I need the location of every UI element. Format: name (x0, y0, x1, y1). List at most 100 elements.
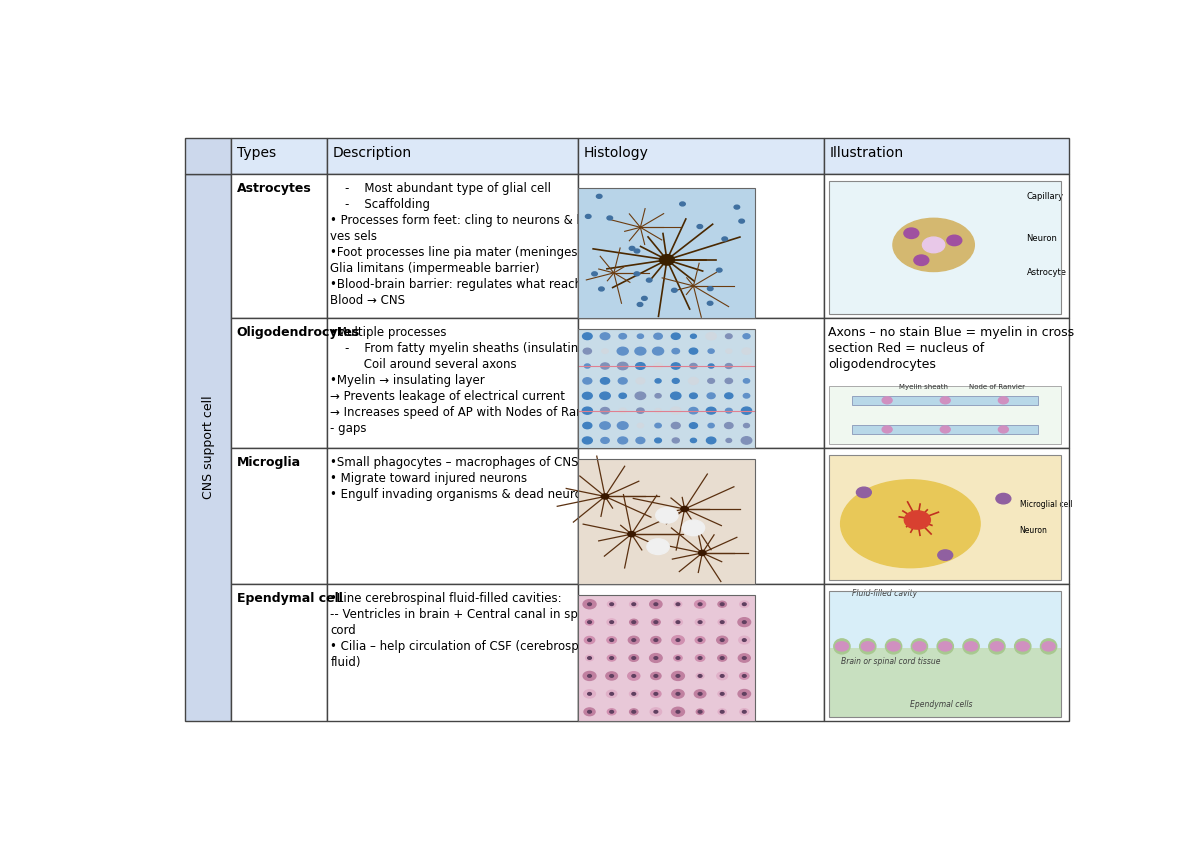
Ellipse shape (937, 639, 953, 654)
Circle shape (629, 655, 638, 661)
Bar (185, 174, 232, 721)
Circle shape (637, 408, 644, 413)
Circle shape (708, 364, 714, 368)
Text: Oligodendrocytes: Oligodendrocytes (236, 326, 360, 339)
Circle shape (672, 378, 679, 383)
Circle shape (739, 219, 744, 223)
Circle shape (596, 194, 602, 198)
Bar (578, 459, 755, 584)
Circle shape (630, 709, 638, 715)
Text: Neuron: Neuron (1020, 526, 1048, 534)
Circle shape (720, 621, 724, 623)
Circle shape (654, 363, 662, 369)
Circle shape (600, 333, 610, 339)
Circle shape (654, 621, 658, 623)
Circle shape (998, 397, 1008, 404)
Text: Axons – no stain Blue = myelin in cross
section Red = nucleus of
oligodendrocyte: Axons – no stain Blue = myelin in cross … (828, 326, 1074, 371)
Circle shape (743, 639, 746, 641)
Circle shape (636, 438, 644, 444)
Circle shape (996, 494, 1010, 504)
Circle shape (610, 603, 613, 605)
Circle shape (584, 708, 595, 716)
Circle shape (708, 287, 713, 291)
Circle shape (583, 672, 596, 680)
Bar (829, 386, 1062, 444)
Ellipse shape (859, 639, 876, 654)
Circle shape (607, 637, 617, 644)
Circle shape (725, 393, 733, 399)
Circle shape (619, 333, 626, 339)
Circle shape (718, 619, 726, 625)
Circle shape (607, 655, 616, 661)
Circle shape (655, 438, 661, 443)
Circle shape (610, 656, 613, 659)
Circle shape (1016, 642, 1030, 651)
Circle shape (632, 621, 636, 623)
Circle shape (743, 603, 746, 605)
Ellipse shape (911, 639, 928, 654)
Circle shape (707, 393, 715, 399)
Circle shape (671, 363, 680, 369)
Text: •Small phagocytes – macrophages of CNS
• Migrate toward injured neurons
• Engulf: •Small phagocytes – macrophages of CNS •… (330, 455, 595, 500)
Circle shape (690, 334, 696, 338)
Circle shape (671, 333, 680, 339)
Circle shape (600, 392, 611, 399)
Text: Capillary: Capillary (1027, 192, 1063, 201)
Circle shape (738, 689, 750, 698)
Circle shape (990, 642, 1003, 651)
Bar (578, 329, 755, 448)
Circle shape (720, 639, 724, 641)
Text: Fluid-filled cavity: Fluid-filled cavity (852, 589, 917, 598)
Circle shape (635, 392, 646, 399)
Circle shape (582, 437, 593, 444)
Bar (578, 319, 824, 448)
Circle shape (650, 690, 661, 697)
Bar (232, 137, 326, 174)
Circle shape (632, 603, 636, 605)
Circle shape (650, 708, 661, 716)
Bar (232, 584, 326, 721)
Circle shape (698, 656, 702, 659)
Circle shape (744, 423, 750, 427)
Circle shape (652, 619, 660, 625)
Circle shape (698, 675, 702, 678)
Circle shape (600, 421, 611, 429)
Circle shape (716, 636, 727, 644)
Circle shape (708, 349, 714, 354)
Circle shape (629, 636, 640, 644)
Circle shape (642, 297, 647, 300)
Ellipse shape (989, 639, 1006, 654)
Circle shape (582, 407, 593, 414)
Ellipse shape (962, 639, 979, 654)
Circle shape (671, 407, 680, 415)
Circle shape (698, 621, 702, 623)
Circle shape (698, 603, 702, 605)
Circle shape (716, 672, 727, 680)
Circle shape (629, 247, 635, 250)
Circle shape (689, 408, 698, 414)
Circle shape (649, 654, 662, 662)
Circle shape (607, 216, 612, 220)
Circle shape (630, 601, 638, 607)
Circle shape (679, 202, 685, 206)
Circle shape (601, 363, 610, 369)
Bar (852, 396, 1038, 405)
Bar (824, 174, 1069, 319)
Circle shape (655, 507, 678, 523)
Circle shape (592, 272, 598, 276)
Circle shape (676, 656, 680, 659)
Circle shape (647, 538, 670, 555)
Bar (829, 648, 1062, 717)
Circle shape (655, 393, 661, 398)
Circle shape (673, 619, 683, 625)
Circle shape (632, 639, 636, 641)
Circle shape (707, 407, 716, 414)
Circle shape (655, 379, 661, 383)
Circle shape (606, 690, 617, 698)
Circle shape (583, 422, 592, 429)
Circle shape (671, 422, 680, 428)
Bar (578, 595, 755, 721)
Circle shape (636, 363, 646, 370)
Text: Illustration: Illustration (829, 146, 904, 159)
Bar (824, 137, 1069, 174)
